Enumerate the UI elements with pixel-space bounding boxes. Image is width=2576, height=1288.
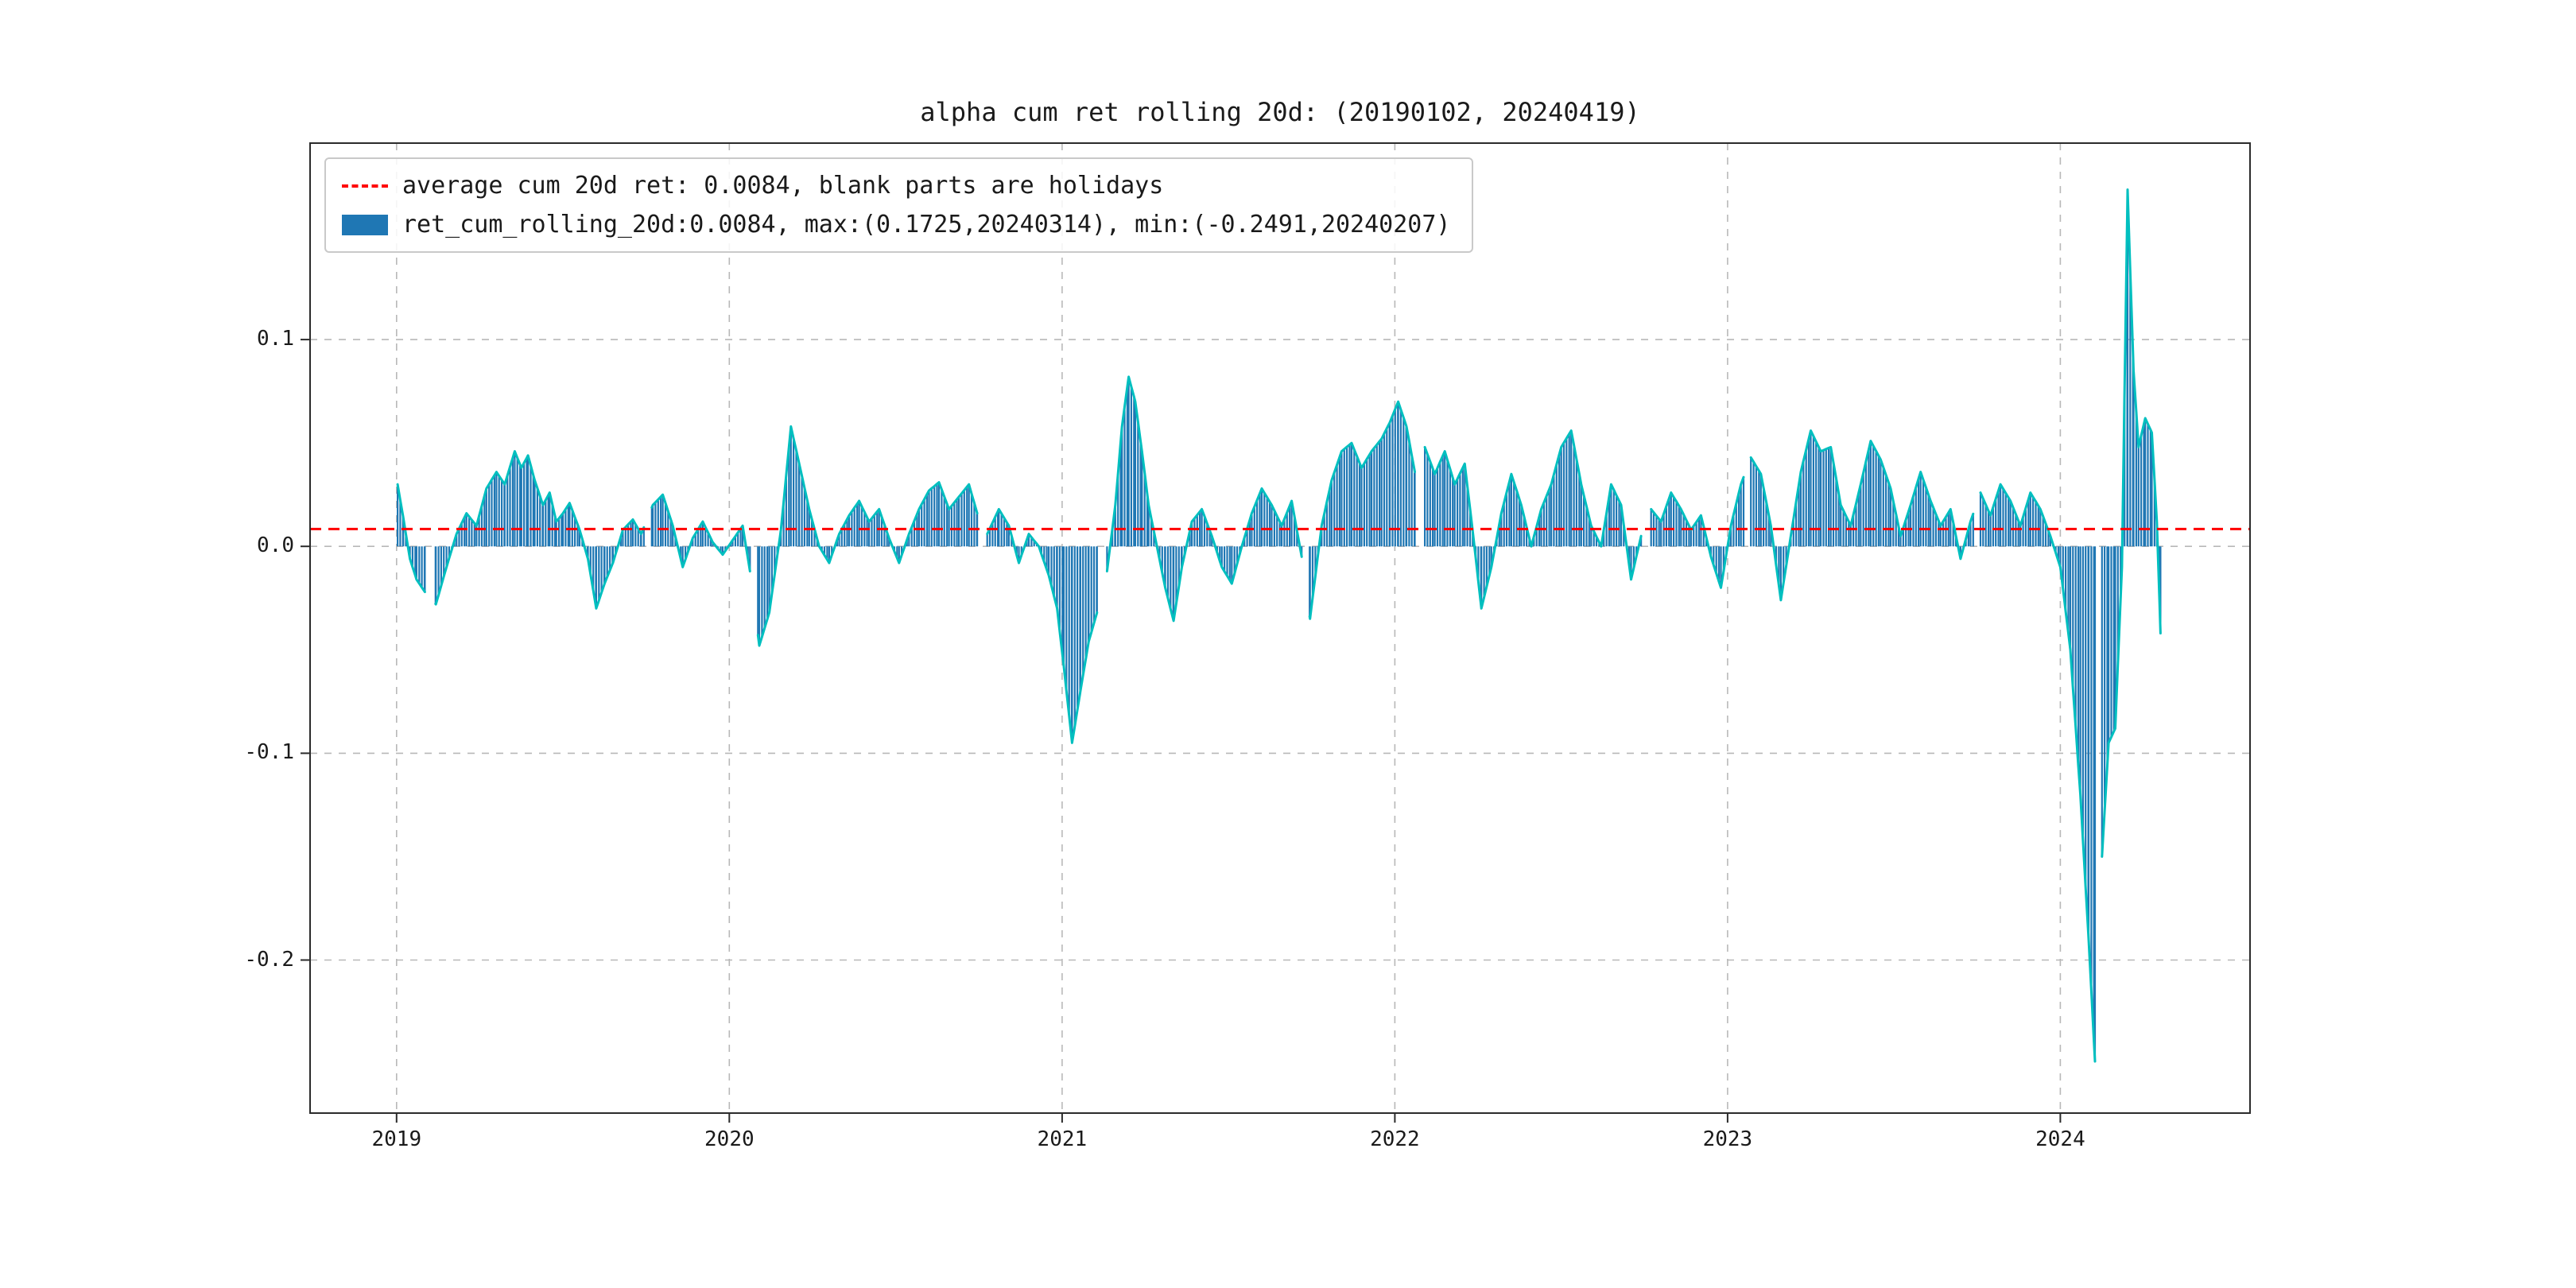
x-tick-label: 2019 — [371, 1127, 422, 1151]
x-tick-label: 2022 — [1370, 1127, 1420, 1151]
x-tick-label: 2021 — [1037, 1127, 1088, 1151]
average-dashed-line-swatch — [342, 184, 388, 188]
rolling-return-bars — [397, 189, 2162, 1061]
x-tick-label: 2020 — [704, 1127, 755, 1151]
series-bar-swatch — [342, 214, 388, 235]
legend-series-label: ret_cum_rolling_20d:0.0084, max:(0.1725,… — [402, 211, 1451, 239]
y-tick-label: 0.0 — [257, 533, 294, 558]
x-tick-label: 2024 — [2035, 1127, 2085, 1151]
rolling-return-line — [396, 188, 2162, 1063]
legend-average-label: average cum 20d ret: 0.0084, blank parts… — [402, 172, 1164, 200]
legend-row-series: ret_cum_rolling_20d:0.0084, max:(0.1725,… — [342, 211, 1451, 239]
legend-row-average: average cum 20d ret: 0.0084, blank parts… — [342, 172, 1451, 200]
y-tick-label: 0.1 — [257, 327, 294, 351]
y-tick-label: -0.1 — [244, 740, 294, 765]
plot-border — [309, 142, 2251, 1114]
x-tick-label: 2023 — [1702, 1127, 1753, 1151]
y-tick-label: -0.2 — [244, 947, 294, 972]
legend: average cum 20d ret: 0.0084, blank parts… — [324, 157, 1473, 253]
chart-title: alpha cum ret rolling 20d: (20190102, 20… — [920, 97, 1640, 127]
